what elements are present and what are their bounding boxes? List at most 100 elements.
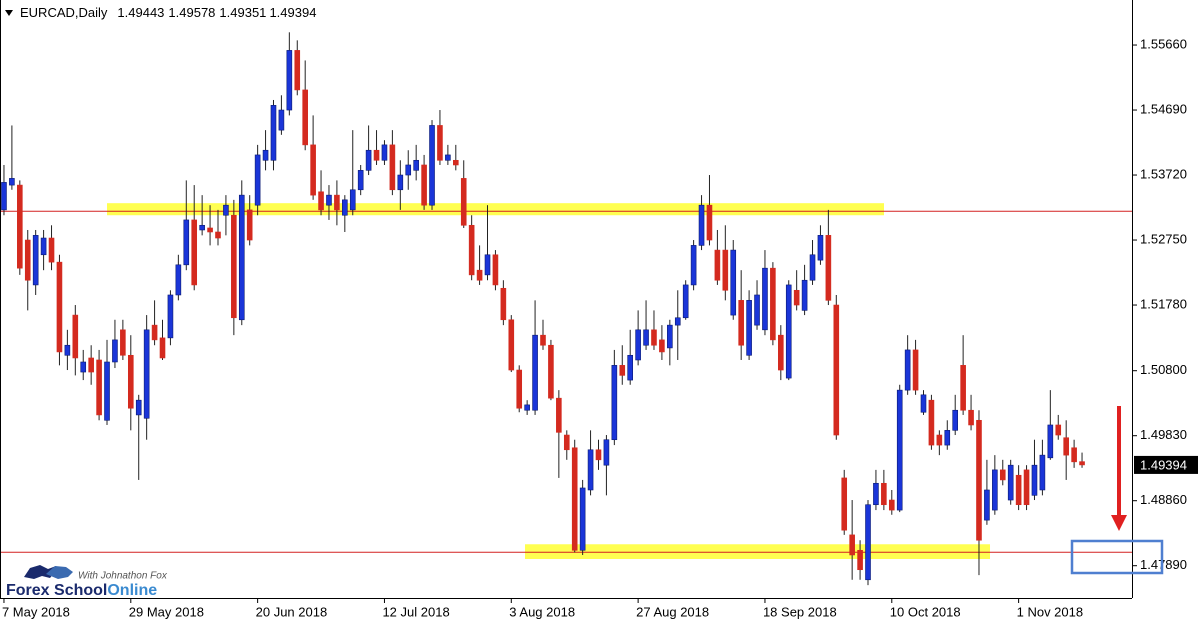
candle-body [516, 369, 523, 409]
candle-body [199, 224, 205, 231]
candle-body [682, 284, 689, 319]
candle-body [183, 219, 190, 266]
candle-body [40, 237, 47, 256]
candle-body [1079, 461, 1085, 466]
candle-body [556, 397, 562, 433]
logo-wordmark: Forex SchoolOnline [6, 582, 157, 599]
candle-body [135, 399, 142, 416]
candle-body [104, 361, 110, 421]
header-low: 1.49351 [219, 5, 266, 20]
y-tick-label: 1.49830 [1140, 427, 1187, 442]
candle-body [540, 334, 546, 346]
candle-body [785, 284, 792, 379]
header-high: 1.49578 [168, 5, 215, 20]
levels [0, 210, 1132, 553]
candle-body [896, 389, 903, 511]
candle-body [801, 279, 808, 311]
candle-body [920, 394, 927, 413]
candle-body [1047, 424, 1054, 459]
candle-body [944, 430, 951, 446]
candle-body [484, 254, 491, 276]
candle-body [1071, 447, 1077, 463]
candle-body [698, 204, 705, 246]
candle-body [809, 254, 816, 281]
candle-body [231, 214, 237, 319]
candle-body [72, 314, 79, 359]
candle-body [460, 178, 467, 226]
y-tick-label: 1.47890 [1140, 557, 1187, 572]
candle-body [389, 144, 396, 191]
y-tick-label: 1.55660 [1140, 36, 1187, 51]
y-tick-label: 1.53720 [1140, 166, 1187, 181]
candle-body [508, 319, 515, 371]
candle-body [778, 334, 784, 371]
candle-body [357, 170, 364, 191]
candle-body [88, 357, 94, 373]
y-tick-label: 1.50800 [1140, 362, 1187, 377]
candle-body [928, 399, 935, 446]
candle-body [48, 237, 55, 263]
x-tick-label: 29 May 2018 [129, 604, 204, 619]
zones [107, 203, 990, 559]
candle-body [936, 434, 943, 446]
candle-body [968, 409, 974, 426]
x-tick-label: 20 Jun 2018 [256, 604, 328, 619]
candle-body [714, 249, 721, 281]
candle-body [96, 359, 102, 416]
candle-body [603, 439, 610, 466]
candle-body [1015, 474, 1022, 506]
annotations [1070, 406, 1164, 575]
candle-body [492, 254, 499, 286]
down-arrow-head [1111, 515, 1127, 531]
candle-body [373, 149, 380, 161]
candle-body [532, 334, 538, 411]
candle-body [310, 144, 316, 196]
candle-body [262, 149, 269, 161]
candle-body [421, 164, 427, 206]
candle-body [888, 499, 895, 511]
candle-body [143, 329, 150, 419]
candle-body [24, 239, 31, 281]
y-tick-label: 1.54690 [1140, 101, 1187, 116]
candle-body [286, 50, 293, 111]
candle-body [1031, 464, 1038, 496]
candle-body [659, 339, 665, 353]
candle-body [476, 269, 483, 281]
candle-body [1055, 424, 1062, 436]
candle-body [500, 287, 507, 321]
candle-body [80, 361, 87, 373]
candle-body [651, 329, 657, 346]
x-tick-label: 18 Sep 2018 [763, 604, 837, 619]
y-tick-label: 1.51780 [1140, 296, 1187, 311]
candle-body [563, 434, 570, 451]
last-price-box [1134, 455, 1198, 474]
logo-name-accent: Online [107, 582, 157, 599]
candle-body [405, 164, 412, 176]
candle-body [849, 534, 855, 556]
candle-body [167, 294, 174, 339]
candle-body [770, 267, 776, 341]
x-tick-label: 12 Jul 2018 [382, 604, 449, 619]
y-tick-label: 1.52750 [1140, 231, 1187, 246]
header-close: 1.49394 [269, 5, 316, 20]
candle-body [999, 469, 1006, 481]
candle-body [595, 449, 602, 461]
logo-tagline: With Johnathon Fox [78, 571, 168, 582]
candle-body [912, 349, 919, 391]
candle-body [587, 449, 594, 491]
candle-body [992, 469, 998, 511]
candle-body [215, 231, 221, 239]
candle-body [690, 245, 697, 286]
candle-body [151, 324, 158, 341]
x-tick-label: 10 Oct 2018 [890, 604, 961, 619]
sr-zone [525, 544, 990, 559]
candle-body [127, 354, 134, 409]
candle-body [579, 487, 586, 551]
candle-body [270, 105, 277, 161]
candle-body [413, 159, 419, 171]
candle-body [429, 125, 435, 206]
candle-body [302, 89, 308, 146]
candle-body [1007, 464, 1014, 501]
